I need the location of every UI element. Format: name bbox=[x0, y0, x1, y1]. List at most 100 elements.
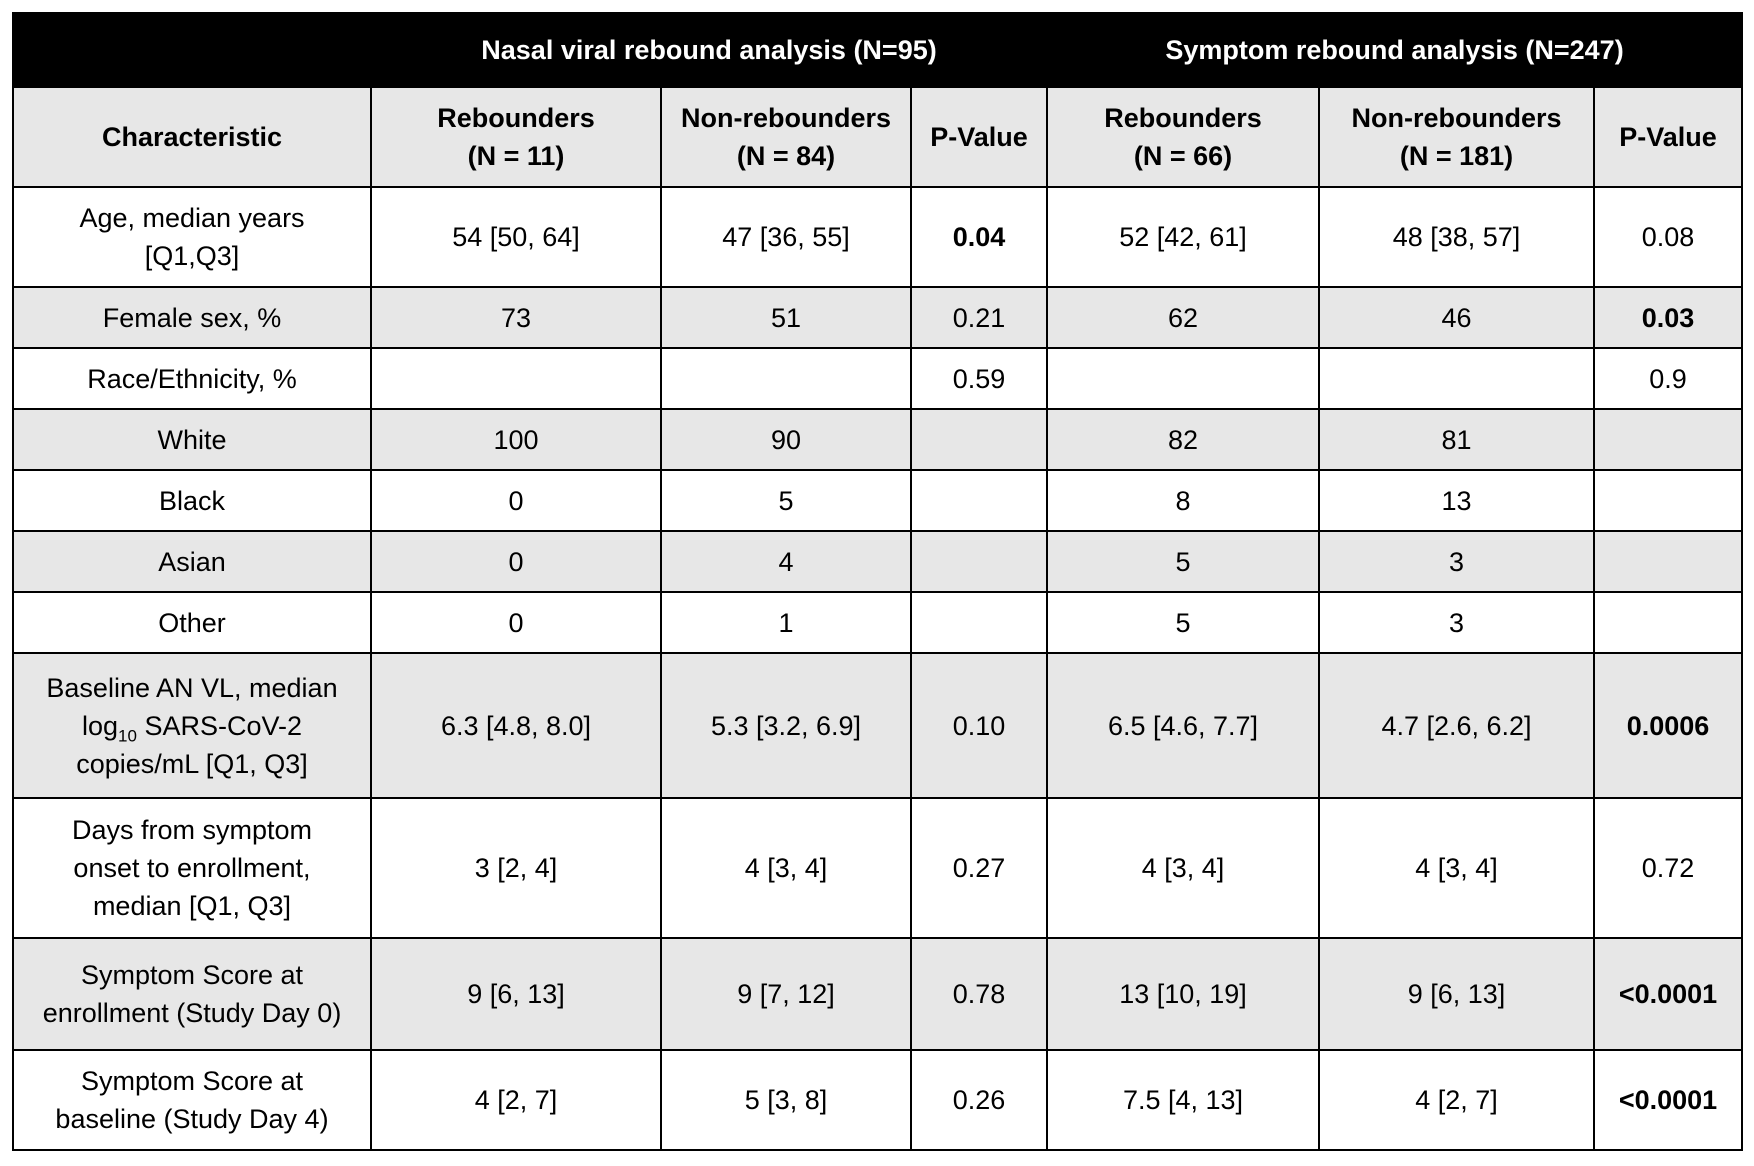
cell-nasal-non-rebounders: 90 bbox=[660, 408, 912, 471]
cell-nasal-p-value: 0.27 bbox=[909, 797, 1049, 939]
row-label-line-2-log: log bbox=[81, 710, 119, 741]
cell-nasal-p-value: 0.78 bbox=[909, 937, 1049, 1051]
table-row-days-from-onset: Days from symptom onset to enrollment, m… bbox=[12, 797, 1744, 939]
cell-symptom-rebounders: 7.5 [4, 13] bbox=[1046, 1049, 1321, 1151]
table-row-white: White 100 90 82 81 bbox=[12, 408, 1744, 471]
cell-nasal-non-rebounders: 51 bbox=[660, 286, 912, 349]
table-row-asian: Asian 0 4 5 3 bbox=[12, 530, 1744, 593]
rebound-characteristics-table: Nasal viral rebound analysis (N=95) Symp… bbox=[12, 12, 1744, 1151]
cell-nasal-rebounders: 54 [50, 64] bbox=[370, 186, 662, 288]
cell-symptom-rebounders: 4 [3, 4] bbox=[1046, 797, 1321, 939]
cell-nasal-rebounders: 0 bbox=[370, 530, 662, 593]
cell-symptom-p-value: <0.0001 bbox=[1593, 937, 1744, 1051]
cell-symptom-p-value: 0.9 bbox=[1593, 347, 1744, 410]
cell-symptom-non-rebounders: 81 bbox=[1318, 408, 1596, 471]
cell-nasal-non-rebounders: 4 bbox=[660, 530, 912, 593]
cell-nasal-p-value bbox=[909, 591, 1049, 654]
row-label: Race/Ethnicity, % bbox=[12, 347, 372, 410]
cell-nasal-non-rebounders: 1 bbox=[660, 591, 912, 654]
row-label: Black bbox=[12, 469, 372, 532]
cell-symptom-non-rebounders: 4.7 [2.6, 6.2] bbox=[1318, 652, 1596, 799]
table-row-race-ethnicity: Race/Ethnicity, % 0.59 0.9 bbox=[12, 347, 1744, 410]
cell-symptom-non-rebounders: 3 bbox=[1318, 591, 1596, 654]
cell-nasal-rebounders: 0 bbox=[370, 591, 662, 654]
row-label-line-3: copies/mL [Q1, Q3] bbox=[76, 748, 308, 779]
column-header-symptom-non-rebounders: Non-rebounders (N = 181) bbox=[1318, 86, 1596, 188]
column-header-characteristic: Characteristic bbox=[12, 86, 372, 188]
group-header-nasal: Nasal viral rebound analysis (N=95) bbox=[369, 12, 1049, 88]
cell-symptom-non-rebounders: 46 bbox=[1318, 286, 1596, 349]
cell-symptom-rebounders: 5 bbox=[1046, 530, 1321, 593]
cell-nasal-p-value: 0.10 bbox=[909, 652, 1049, 799]
cell-nasal-p-value bbox=[909, 469, 1049, 532]
cell-nasal-non-rebounders: 47 [36, 55] bbox=[660, 186, 912, 288]
column-header-nasal-rebounders: Rebounders (N = 11) bbox=[370, 86, 662, 188]
table-row-age: Age, median years [Q1,Q3] 54 [50, 64] 47… bbox=[12, 186, 1744, 288]
row-label-line-1: Baseline AN VL, median bbox=[46, 672, 338, 703]
cell-nasal-p-value bbox=[909, 530, 1049, 593]
cell-nasal-rebounders: 73 bbox=[370, 286, 662, 349]
cell-symptom-rebounders: 82 bbox=[1046, 408, 1321, 471]
cell-nasal-rebounders: 3 [2, 4] bbox=[370, 797, 662, 939]
cell-nasal-non-rebounders: 9 [7, 12] bbox=[660, 937, 912, 1051]
row-label: Baseline AN VL, median log10 SARS-CoV-2 … bbox=[12, 652, 372, 799]
group-header-blank bbox=[12, 12, 372, 88]
cell-nasal-p-value: 0.21 bbox=[909, 286, 1049, 349]
cell-symptom-p-value: 0.03 bbox=[1593, 286, 1744, 349]
results-table-container: Nasal viral rebound analysis (N=95) Symp… bbox=[12, 12, 1744, 1151]
row-label: Asian bbox=[12, 530, 372, 593]
cell-symptom-non-rebounders: 4 [2, 7] bbox=[1318, 1049, 1596, 1151]
column-header-nasal-p-value: P-Value bbox=[909, 86, 1049, 188]
cell-nasal-rebounders: 9 [6, 13] bbox=[370, 937, 662, 1051]
table-row-symptom-score-enrollment: Symptom Score at enrollment (Study Day 0… bbox=[12, 937, 1744, 1051]
column-header-row: Characteristic Rebounders (N = 11) Non-r… bbox=[12, 86, 1744, 188]
cell-nasal-p-value: 0.04 bbox=[909, 186, 1049, 288]
cell-symptom-non-rebounders: 9 [6, 13] bbox=[1318, 937, 1596, 1051]
cell-nasal-non-rebounders: 5.3 [3.2, 6.9] bbox=[660, 652, 912, 799]
row-label-line-2-subscript: 10 bbox=[118, 725, 137, 745]
cell-nasal-non-rebounders: 4 [3, 4] bbox=[660, 797, 912, 939]
cell-symptom-p-value bbox=[1593, 591, 1744, 654]
cell-symptom-p-value: 0.08 bbox=[1593, 186, 1744, 288]
cell-nasal-p-value bbox=[909, 408, 1049, 471]
cell-nasal-rebounders: 6.3 [4.8, 8.0] bbox=[370, 652, 662, 799]
row-label: Symptom Score at enrollment (Study Day 0… bbox=[12, 937, 372, 1051]
column-header-symptom-p-value: P-Value bbox=[1593, 86, 1744, 188]
row-label: Age, median years [Q1,Q3] bbox=[12, 186, 372, 288]
group-header-symptom: Symptom rebound analysis (N=247) bbox=[1046, 12, 1744, 88]
cell-symptom-non-rebounders: 3 bbox=[1318, 530, 1596, 593]
cell-nasal-non-rebounders: 5 bbox=[660, 469, 912, 532]
group-header-row: Nasal viral rebound analysis (N=95) Symp… bbox=[12, 12, 1744, 88]
cell-symptom-non-rebounders: 4 [3, 4] bbox=[1318, 797, 1596, 939]
cell-nasal-p-value: 0.59 bbox=[909, 347, 1049, 410]
cell-nasal-rebounders bbox=[370, 347, 662, 410]
table-row-female-sex: Female sex, % 73 51 0.21 62 46 0.03 bbox=[12, 286, 1744, 349]
table-row-baseline-viral-load: Baseline AN VL, median log10 SARS-CoV-2 … bbox=[12, 652, 1744, 799]
cell-symptom-p-value bbox=[1593, 530, 1744, 593]
cell-symptom-rebounders bbox=[1046, 347, 1321, 410]
cell-symptom-rebounders: 8 bbox=[1046, 469, 1321, 532]
row-label: Female sex, % bbox=[12, 286, 372, 349]
cell-symptom-rebounders: 5 bbox=[1046, 591, 1321, 654]
row-label: Days from symptom onset to enrollment, m… bbox=[12, 797, 372, 939]
table-row-black: Black 0 5 8 13 bbox=[12, 469, 1744, 532]
cell-symptom-p-value bbox=[1593, 469, 1744, 532]
cell-symptom-rebounders: 13 [10, 19] bbox=[1046, 937, 1321, 1051]
cell-symptom-p-value: <0.0001 bbox=[1593, 1049, 1744, 1151]
column-header-symptom-rebounders: Rebounders (N = 66) bbox=[1046, 86, 1321, 188]
cell-nasal-non-rebounders: 5 [3, 8] bbox=[660, 1049, 912, 1151]
cell-nasal-rebounders: 4 [2, 7] bbox=[370, 1049, 662, 1151]
cell-nasal-rebounders: 100 bbox=[370, 408, 662, 471]
cell-symptom-rebounders: 6.5 [4.6, 7.7] bbox=[1046, 652, 1321, 799]
row-label: Other bbox=[12, 591, 372, 654]
table-row-symptom-score-baseline: Symptom Score at baseline (Study Day 4) … bbox=[12, 1049, 1744, 1151]
table-row-other: Other 0 1 5 3 bbox=[12, 591, 1744, 654]
cell-symptom-non-rebounders: 13 bbox=[1318, 469, 1596, 532]
column-header-nasal-non-rebounders: Non-rebounders (N = 84) bbox=[660, 86, 912, 188]
cell-symptom-rebounders: 62 bbox=[1046, 286, 1321, 349]
row-label-line-2-rest: SARS-CoV-2 bbox=[136, 710, 302, 741]
cell-symptom-p-value bbox=[1593, 408, 1744, 471]
cell-symptom-non-rebounders: 48 [38, 57] bbox=[1318, 186, 1596, 288]
cell-symptom-p-value: 0.72 bbox=[1593, 797, 1744, 939]
cell-nasal-non-rebounders bbox=[660, 347, 912, 410]
